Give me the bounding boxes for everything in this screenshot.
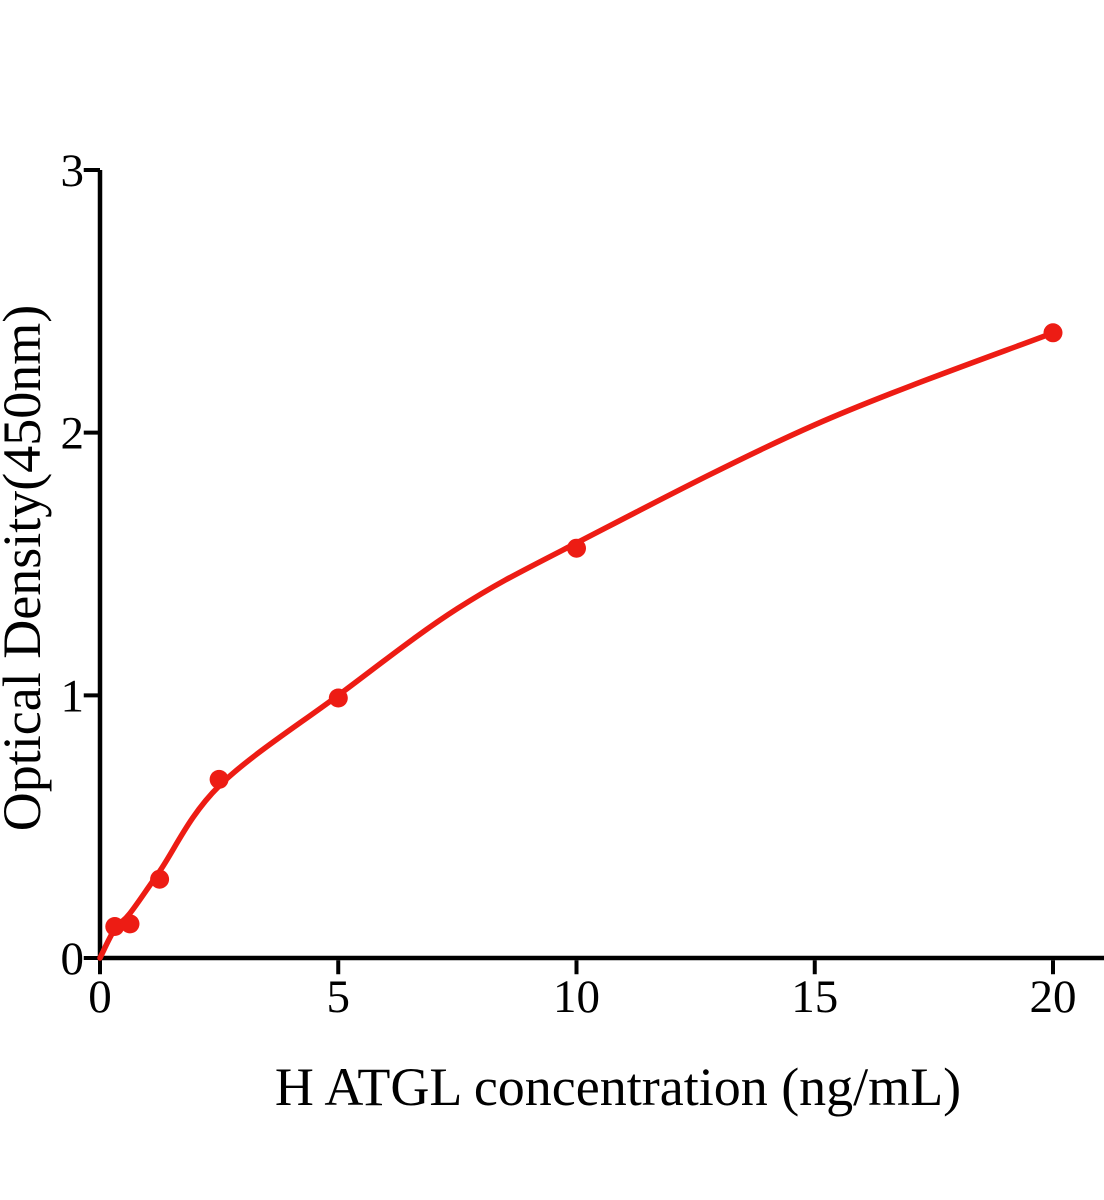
y-tick-label: 2 — [61, 408, 85, 460]
data-points-group — [105, 323, 1063, 936]
data-point — [328, 688, 348, 708]
data-point — [120, 914, 140, 934]
data-point — [209, 769, 229, 789]
data-point — [1043, 323, 1063, 343]
x-tick-label: 0 — [88, 971, 112, 1023]
data-point — [567, 538, 586, 558]
x-tick-label: 15 — [791, 971, 838, 1023]
data-point — [150, 869, 170, 889]
axis-tick-labels: 0 5 10 15 20 0 1 2 3 — [61, 145, 1077, 1023]
data-point — [105, 917, 125, 936]
y-tick-label: 1 — [61, 670, 85, 722]
fit-curve-group — [97, 330, 1056, 961]
y-tick-label: 0 — [61, 933, 85, 985]
x-tick-label: 5 — [327, 971, 351, 1023]
x-tick-label: 20 — [1030, 971, 1077, 1023]
y-axis-title: Optical Density(450nm) — [0, 305, 52, 831]
x-axis-title: H ATGL concentration (ng/mL) — [275, 1057, 961, 1117]
axes — [97, 170, 1104, 961]
x-tick-label: 10 — [553, 971, 600, 1023]
axis-ticks — [83, 167, 1055, 975]
y-tick-label: 3 — [61, 145, 85, 197]
fit-curve — [97, 330, 1056, 961]
